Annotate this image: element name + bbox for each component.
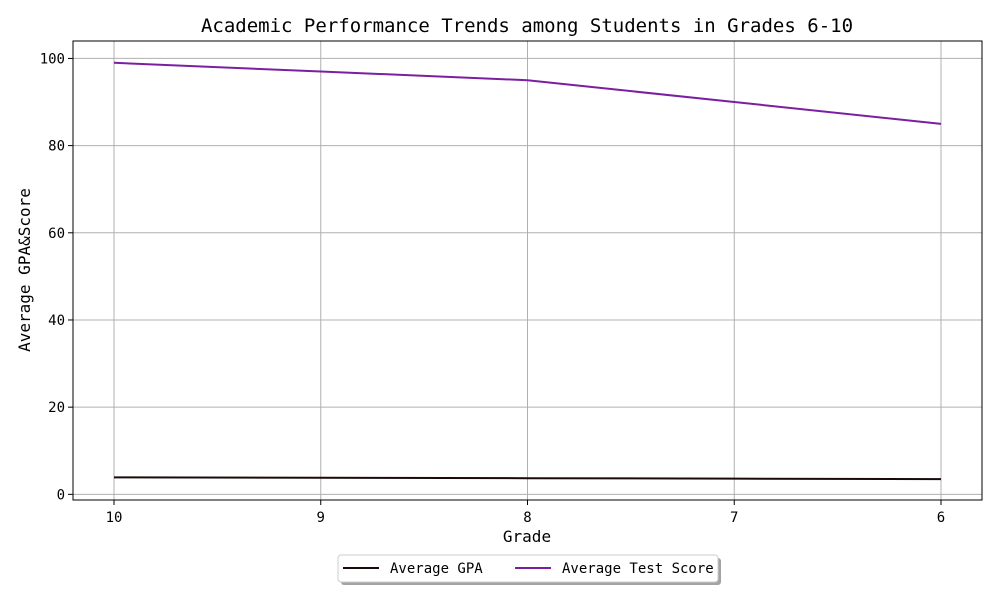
y-axis-ticks: 0 20 40 60 80 100 [40,51,73,503]
y-tick-label: 20 [48,400,65,416]
x-tick-label: 9 [317,510,325,526]
y-axis-label: Average GPA&Score [15,188,34,352]
grid [73,41,982,500]
y-tick-label: 100 [40,51,65,67]
legend-entries: Average GPA Average Test Score [343,561,714,577]
y-tick-label: 0 [57,487,65,503]
y-tick-label: 80 [48,139,65,155]
y-tick-label: 40 [48,313,65,329]
chart-title: Academic Performance Trends among Studen… [201,15,853,37]
series-line-2 [113,61,942,125]
x-tick-label: 10 [106,510,123,526]
y-tick-label: 60 [48,226,65,242]
x-tick-label: 6 [937,510,945,526]
legend-label: Average GPA [390,561,483,577]
x-tick-label: 8 [523,510,531,526]
x-axis-label: Grade [503,527,551,546]
series-lines [113,61,942,481]
x-axis-ticks: 10 9 8 7 6 [106,500,945,526]
series-line-1 [113,476,942,481]
x-tick-label: 7 [730,510,738,526]
legend-label: Average Test Score [562,561,714,577]
legend: Average GPA Average Test Score [337,554,721,585]
